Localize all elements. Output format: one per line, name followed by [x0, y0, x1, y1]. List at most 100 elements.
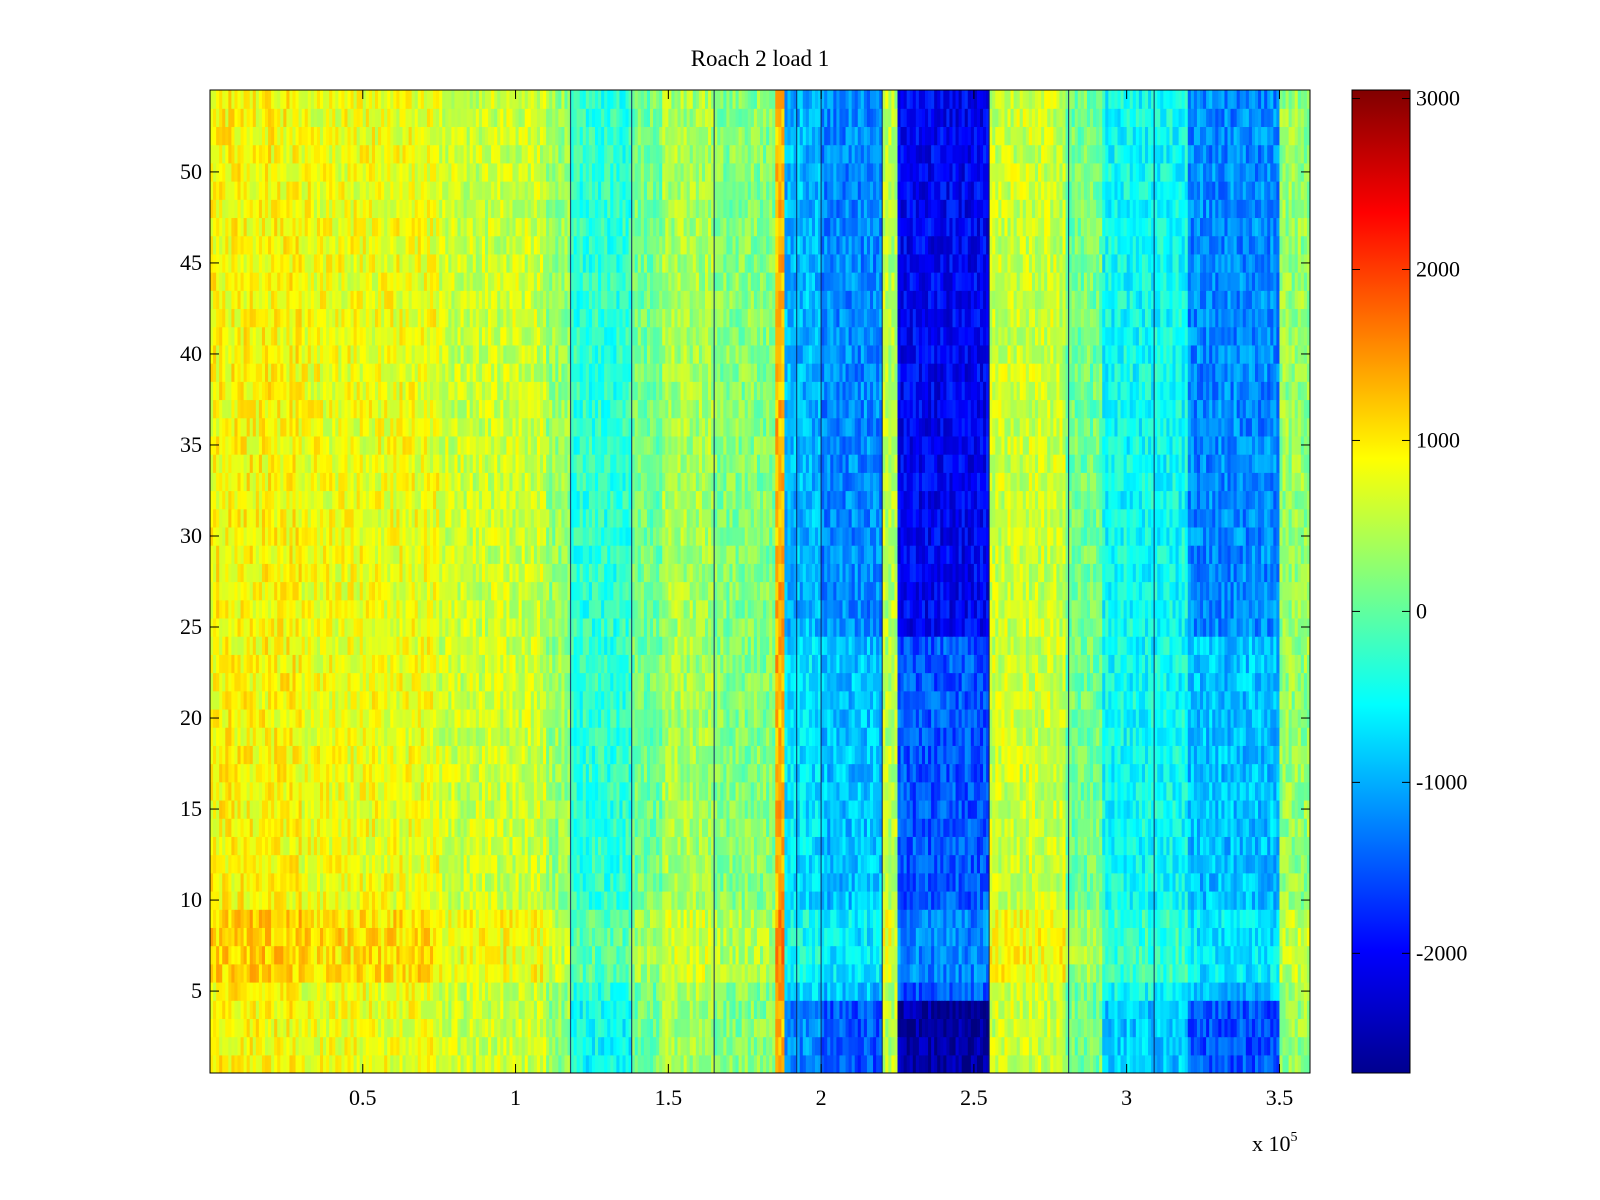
heatmap-cell — [396, 963, 401, 983]
heatmap-cell — [1041, 1000, 1045, 1019]
heatmap-cell — [1255, 909, 1259, 928]
heatmap-cell — [1019, 1054, 1024, 1073]
heatmap-cell — [506, 1036, 511, 1056]
heatmap-cell — [1080, 1036, 1085, 1056]
heatmap-cell — [310, 1000, 315, 1019]
heatmap-cell — [1132, 1036, 1137, 1056]
heatmap-cell — [533, 927, 538, 947]
heatmap-cell — [1242, 963, 1247, 983]
heatmap-cell — [1245, 890, 1250, 910]
heatmap-cell — [304, 854, 309, 874]
heatmap-cell — [815, 963, 819, 983]
heatmap-cell — [411, 963, 416, 983]
heatmap-cell — [906, 927, 911, 947]
heatmap-cell — [344, 1054, 349, 1073]
heatmap-cell — [219, 872, 223, 892]
heatmap-cell — [866, 854, 871, 874]
heatmap-cell — [753, 927, 758, 947]
heatmap-cell — [445, 945, 449, 965]
heatmap-cell — [747, 927, 752, 947]
heatmap-cell — [491, 854, 495, 874]
heatmap-cell — [815, 1036, 819, 1056]
heatmap-cell — [512, 854, 517, 874]
heatmap-cell — [375, 963, 379, 983]
heatmap-cell — [940, 1018, 944, 1038]
heatmap-cell — [289, 927, 294, 947]
heatmap-cell — [912, 872, 917, 892]
heatmap-cell — [356, 963, 361, 983]
heatmap-cell — [686, 1036, 691, 1056]
heatmap-cell — [521, 963, 526, 983]
heatmap-cell — [439, 1018, 443, 1038]
heatmap-cell — [986, 981, 990, 1001]
heatmap-cell — [469, 872, 474, 892]
heatmap-cell — [530, 945, 535, 965]
heatmap-cell — [628, 854, 633, 874]
heatmap-cell — [598, 927, 602, 947]
heatmap-cell — [423, 890, 428, 910]
heatmap-cell — [766, 872, 770, 892]
heatmap-cell — [1282, 1000, 1287, 1019]
heatmap-cell — [323, 927, 327, 947]
heatmap-cell — [726, 1000, 731, 1019]
heatmap-cell — [335, 890, 339, 910]
heatmap-cell — [738, 927, 743, 947]
heatmap-cell — [252, 1054, 257, 1073]
heatmap-cell — [662, 963, 666, 983]
heatmap-cell — [1065, 927, 1070, 947]
heatmap-cell — [1172, 909, 1177, 928]
heatmap-cell — [720, 854, 724, 874]
heatmap-cell — [350, 1018, 355, 1038]
heatmap-cell — [252, 981, 257, 1001]
heatmap-cell — [265, 1018, 269, 1038]
heatmap-cell — [646, 927, 651, 947]
heatmap-cell — [1151, 945, 1155, 965]
heatmap-cell — [576, 854, 581, 874]
heatmap-cell — [698, 890, 703, 910]
heatmap-cell — [356, 854, 361, 874]
heatmap-cell — [280, 854, 284, 874]
heatmap-cell — [408, 1054, 413, 1073]
heatmap-cell — [937, 1054, 941, 1073]
heatmap-cell — [1209, 963, 1213, 983]
heatmap-cell — [1187, 1036, 1192, 1056]
heatmap-cell — [240, 981, 245, 1001]
heatmap-cell — [405, 854, 410, 874]
heatmap-cell — [1123, 890, 1128, 910]
heatmap-cell — [802, 981, 807, 1001]
heatmap-cell — [708, 1054, 712, 1073]
heatmap-cell — [472, 890, 477, 910]
heatmap-cell — [1086, 872, 1091, 892]
heatmap-cell — [805, 981, 810, 1001]
heatmap-cell — [674, 890, 679, 910]
heatmap-cell — [1111, 945, 1116, 965]
heatmap-cell — [1025, 890, 1030, 910]
heatmap-cell — [1077, 1018, 1082, 1038]
heatmap-cell — [1038, 1018, 1042, 1038]
heatmap-cell — [1181, 1036, 1186, 1056]
heatmap-cell — [222, 981, 226, 1001]
heatmap-cell — [970, 963, 975, 983]
heatmap-cell — [671, 1018, 676, 1038]
heatmap-cell — [701, 981, 706, 1001]
heatmap-cell — [1114, 872, 1119, 892]
heatmap-cell — [628, 1000, 633, 1019]
heatmap-cell — [564, 927, 569, 947]
heatmap-cell — [472, 872, 477, 892]
heatmap-cell — [934, 945, 938, 965]
heatmap-cell — [552, 872, 556, 892]
heatmap-cell — [1181, 1018, 1186, 1038]
heatmap-cell — [591, 945, 596, 965]
heatmap-cell — [677, 927, 682, 947]
heatmap-cell — [1035, 1000, 1039, 1019]
heatmap-cell — [426, 872, 431, 892]
heatmap-cell — [460, 854, 465, 874]
heatmap-cell — [1007, 872, 1012, 892]
heatmap-cell — [931, 1036, 935, 1056]
heatmap-cell — [268, 927, 272, 947]
heatmap-cell — [301, 1054, 306, 1073]
heatmap-cell — [1050, 945, 1054, 965]
heatmap-cell — [436, 945, 440, 965]
heatmap-cell — [882, 981, 886, 1001]
heatmap-cell — [961, 1018, 966, 1038]
